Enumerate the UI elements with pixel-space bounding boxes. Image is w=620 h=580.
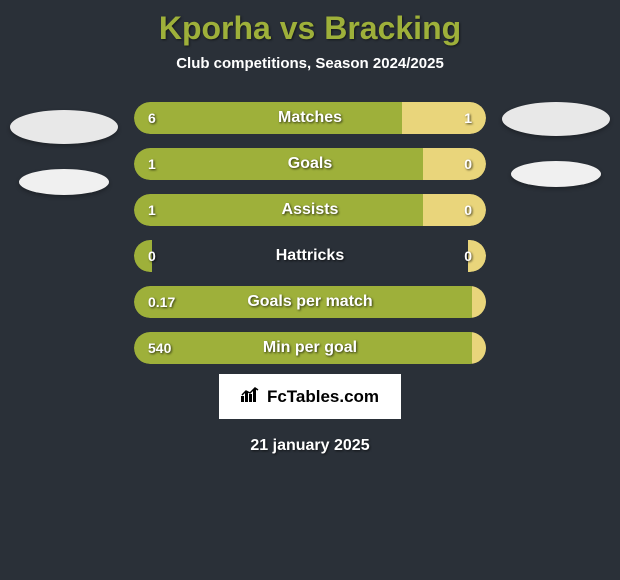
comparison-card: Kporha vs Bracking Club competitions, Se… bbox=[0, 0, 620, 465]
stats-column: 61Matches 10Goals 10Assists 00Hattricks 0.17… bbox=[134, 102, 486, 364]
stat-row: 61Matches bbox=[134, 102, 486, 134]
branding: FcTables.com bbox=[0, 374, 620, 419]
stat-label: Assists bbox=[134, 194, 486, 226]
brand-text: FcTables.com bbox=[267, 387, 379, 407]
brand-box: FcTables.com bbox=[219, 374, 401, 419]
player-right-club-logo bbox=[511, 161, 601, 187]
stat-label: Matches bbox=[134, 102, 486, 134]
stat-row: 10Assists bbox=[134, 194, 486, 226]
date: 21 january 2025 bbox=[0, 437, 620, 455]
player-left-avatar bbox=[10, 110, 118, 144]
player-left-club-logo bbox=[19, 169, 109, 195]
subtitle: Club competitions, Season 2024/2025 bbox=[0, 55, 620, 72]
player-right-avatars bbox=[496, 102, 616, 187]
stat-row: 540Min per goal bbox=[134, 332, 486, 364]
page-title: Kporha vs Bracking bbox=[0, 10, 620, 47]
chart-icon bbox=[241, 386, 261, 407]
stat-row: 0.17Goals per match bbox=[134, 286, 486, 318]
stat-row: 10Goals bbox=[134, 148, 486, 180]
main-area: 61Matches 10Goals 10Assists 00Hattricks 0.17… bbox=[0, 102, 620, 364]
stat-label: Goals per match bbox=[134, 286, 486, 318]
player-right-avatar bbox=[502, 102, 610, 136]
stat-label: Hattricks bbox=[134, 240, 486, 272]
stat-label: Goals bbox=[134, 148, 486, 180]
stat-label: Min per goal bbox=[134, 332, 486, 364]
stat-row: 00Hattricks bbox=[134, 240, 486, 272]
player-left-avatars bbox=[4, 102, 124, 195]
